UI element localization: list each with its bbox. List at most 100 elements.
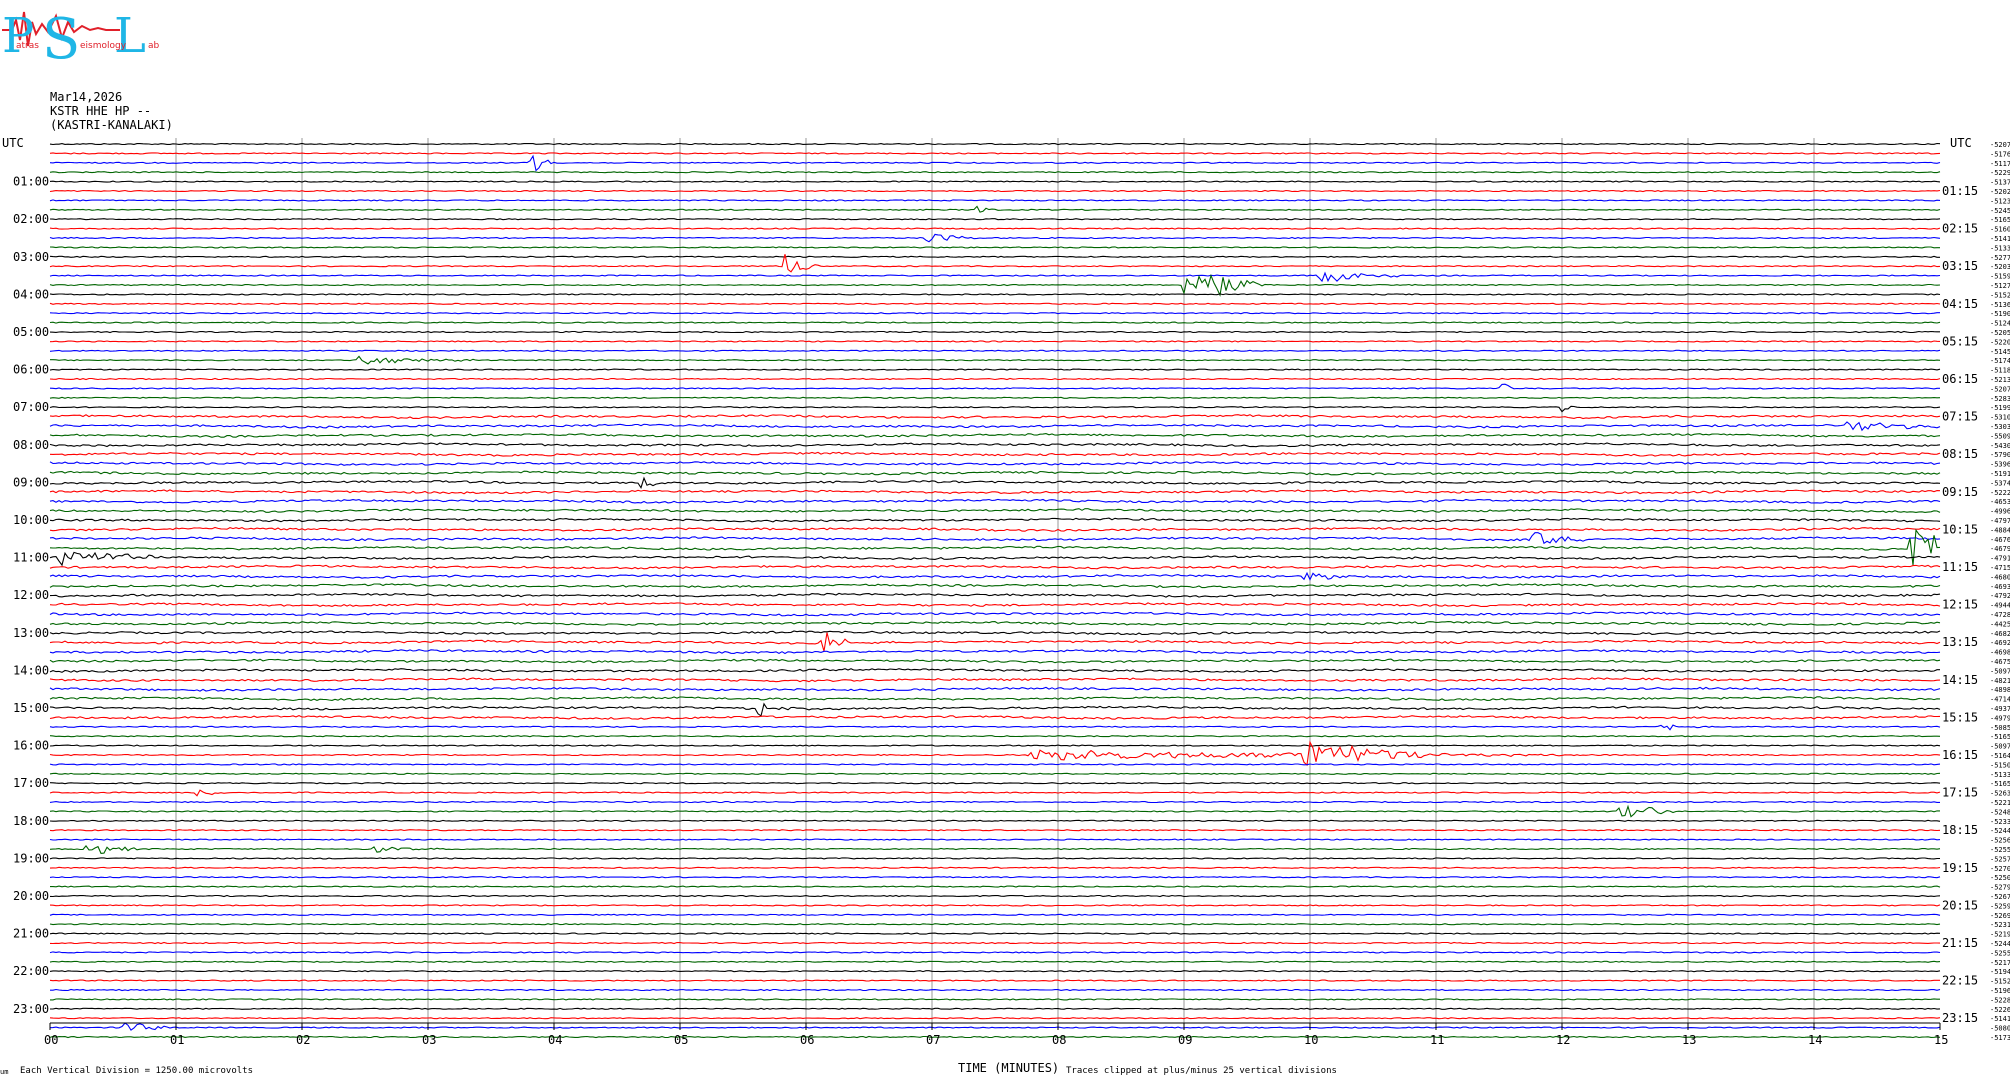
trace-line [49, 658, 1941, 664]
offset-label: -4680 [1990, 573, 2010, 581]
trace-line [49, 377, 1941, 381]
trace-line [50, 885, 1941, 888]
trace-line [50, 998, 1940, 1001]
offset-label: -5207 [1990, 141, 2010, 149]
x-tick-label: 00 [44, 1033, 58, 1047]
left-hour-label: 03:00 [13, 250, 49, 264]
offset-label: -4797 [1990, 517, 2010, 525]
right-hour-labels: 01:15 02:15 03:15 04:15 05:15 06:15 07:15 08:15… [1942, 184, 1978, 1025]
offset-label: -5257 [1990, 855, 2010, 863]
logo-seismogram-icon [2, 11, 120, 47]
trace-line [49, 702, 1941, 717]
logo-letter-p: P [2, 8, 34, 64]
offset-label: -5229 [1990, 169, 2010, 177]
offset-label: -4693 [1990, 583, 2010, 591]
trace-line [49, 913, 1941, 916]
right-hour-label: 18:15 [1942, 823, 1978, 837]
offset-label: -4937 [1990, 705, 2010, 713]
station-location: (KASTRI-KANALAKI) [50, 118, 173, 132]
trace-line [49, 461, 1941, 466]
offset-label: -5123 [1990, 197, 2010, 205]
trace-line [49, 932, 1941, 935]
trace-line [49, 735, 1941, 738]
right-hour-label: 12:15 [1942, 598, 1978, 612]
right-hour-label: 07:15 [1942, 410, 1978, 424]
offset-label: -5136 [1990, 301, 2010, 309]
trace-line [49, 630, 1941, 636]
left-hour-label: 11:00 [13, 551, 49, 565]
trace-line [49, 876, 1941, 879]
offset-label: -5267 [1990, 893, 2010, 901]
offset-label: -5165 [1990, 780, 2010, 788]
right-hour-label: 06:15 [1942, 372, 1978, 386]
x-tick-label: 03 [422, 1033, 436, 1047]
footer-mark: um [0, 1068, 8, 1076]
right-hour-label: 15:15 [1942, 710, 1978, 724]
trace-line [49, 508, 1941, 514]
offset-label: -5145 [1990, 348, 2010, 356]
trace-line [50, 1007, 1941, 1010]
trace-line [49, 620, 1941, 626]
trace-line [49, 829, 1941, 832]
offset-label: -5248 [1990, 808, 2010, 816]
trace-line [49, 564, 1941, 570]
trace-line [49, 396, 1941, 399]
offset-label: -5277 [1990, 254, 2010, 262]
trace-line [49, 154, 1941, 172]
left-hour-label: 06:00 [13, 363, 49, 377]
offset-label: -5509 [1990, 432, 2010, 440]
offset-label: -5205 [1990, 329, 2010, 337]
trace-line [49, 611, 1941, 617]
trace-line [49, 233, 1941, 243]
offset-label: -5396 [1990, 461, 2010, 469]
offset-label: -5174 [1990, 357, 2010, 365]
offset-label: -5196 [1990, 987, 2010, 995]
trace-group [49, 142, 1941, 1039]
offset-label: -5255 [1990, 846, 2010, 854]
trace-line [49, 1017, 1941, 1020]
left-hour-label: 08:00 [13, 438, 49, 452]
trace-line [49, 470, 1941, 476]
offset-label: -5244 [1990, 940, 2010, 948]
trace-line [49, 714, 1941, 720]
right-hour-label: 13:15 [1942, 635, 1978, 649]
offset-label: -5256 [1990, 837, 2010, 845]
trace-line [49, 866, 1941, 869]
offset-label: -5220 [1990, 338, 2010, 346]
trace-line [49, 819, 1941, 822]
right-hour-label: 02:15 [1942, 222, 1978, 236]
trace-line [49, 941, 1941, 945]
offset-label: -4682 [1990, 630, 2010, 638]
offset-label: -5213 [1990, 376, 2010, 384]
trace-line [49, 800, 1940, 804]
right-hour-label: 05:15 [1942, 334, 1978, 348]
offset-label: -5141 [1990, 235, 2010, 243]
trace-line [49, 526, 1941, 532]
x-tick-label: 05 [674, 1033, 688, 1047]
left-hour-label: 17:00 [13, 776, 49, 790]
left-hour-label: 01:00 [13, 175, 49, 189]
trace-line [49, 724, 1941, 731]
trace-line [49, 218, 1941, 221]
right-hour-label: 03:15 [1942, 259, 1978, 273]
x-tick-label: 15 [1934, 1033, 1948, 1047]
trace-line [49, 205, 1941, 213]
offset-label: -5127 [1990, 282, 2010, 290]
trace-line [49, 894, 1941, 898]
logo-letter-l: L [114, 8, 146, 64]
offset-label: -5160 [1990, 226, 2010, 234]
x-tick-label: 01 [170, 1033, 184, 1047]
trace-line [49, 442, 1941, 448]
offset-label: -4979 [1990, 714, 2010, 722]
offset-label: -5176 [1990, 150, 2010, 158]
left-hour-label: 16:00 [13, 739, 49, 753]
left-hour-label: 04:00 [13, 287, 49, 301]
trace-line [49, 451, 1941, 457]
trace-line [49, 476, 1941, 489]
x-tick-label: 12 [1556, 1033, 1570, 1047]
trace-line [49, 254, 1941, 273]
trace-line [49, 340, 1941, 343]
offset-label: -5194 [1990, 968, 2010, 976]
offset-label: -5310 [1990, 414, 2010, 422]
trace-line [49, 532, 1941, 545]
